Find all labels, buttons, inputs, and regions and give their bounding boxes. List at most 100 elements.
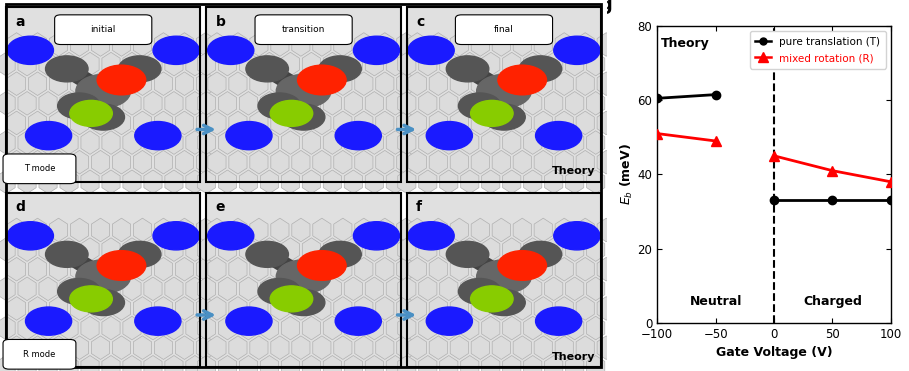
Polygon shape (0, 277, 15, 301)
Polygon shape (375, 111, 394, 135)
Polygon shape (503, 316, 521, 340)
Circle shape (476, 260, 531, 293)
Polygon shape (492, 257, 510, 281)
Polygon shape (429, 218, 447, 242)
Circle shape (270, 286, 313, 312)
Polygon shape (260, 316, 278, 340)
Text: Neutral: Neutral (689, 295, 742, 308)
Polygon shape (18, 238, 36, 261)
Polygon shape (92, 218, 110, 242)
Polygon shape (355, 336, 373, 359)
Polygon shape (196, 297, 215, 320)
Polygon shape (565, 131, 584, 154)
Polygon shape (303, 316, 321, 340)
Polygon shape (197, 238, 215, 261)
Polygon shape (355, 150, 373, 174)
Polygon shape (185, 131, 204, 154)
Polygon shape (260, 277, 278, 301)
Polygon shape (586, 170, 604, 194)
FancyBboxPatch shape (3, 339, 75, 369)
Polygon shape (144, 131, 162, 154)
Polygon shape (49, 257, 67, 281)
Polygon shape (365, 277, 384, 301)
Bar (6, 7, 200, 182)
Polygon shape (271, 297, 289, 320)
Polygon shape (0, 92, 15, 115)
Circle shape (535, 307, 582, 335)
FancyBboxPatch shape (455, 15, 553, 45)
Polygon shape (303, 238, 321, 261)
Circle shape (82, 290, 125, 316)
Polygon shape (208, 336, 226, 359)
Polygon shape (492, 218, 510, 242)
Polygon shape (386, 131, 405, 154)
Polygon shape (503, 52, 521, 76)
Polygon shape (197, 316, 215, 340)
Polygon shape (429, 33, 447, 56)
Polygon shape (471, 72, 489, 95)
Polygon shape (175, 297, 194, 320)
Circle shape (135, 307, 181, 335)
Bar (6, 193, 200, 367)
Polygon shape (544, 316, 563, 340)
Polygon shape (260, 52, 278, 76)
Polygon shape (229, 72, 247, 95)
Polygon shape (586, 277, 604, 301)
Polygon shape (0, 355, 15, 371)
Polygon shape (324, 170, 342, 194)
Polygon shape (408, 150, 426, 174)
Polygon shape (102, 238, 120, 261)
Polygon shape (123, 92, 141, 115)
Polygon shape (185, 277, 204, 301)
Polygon shape (355, 218, 373, 242)
Polygon shape (565, 316, 584, 340)
Polygon shape (396, 297, 415, 320)
Polygon shape (440, 316, 458, 340)
Polygon shape (196, 150, 215, 174)
Circle shape (97, 65, 145, 95)
Polygon shape (39, 316, 57, 340)
Polygon shape (218, 92, 236, 115)
Circle shape (76, 75, 131, 108)
Polygon shape (218, 316, 236, 340)
Circle shape (97, 251, 145, 280)
Circle shape (258, 93, 301, 119)
Polygon shape (208, 72, 226, 95)
Polygon shape (396, 150, 415, 174)
Polygon shape (271, 336, 289, 359)
Polygon shape (260, 238, 278, 261)
Polygon shape (292, 257, 310, 281)
Polygon shape (375, 297, 394, 320)
Polygon shape (197, 170, 215, 194)
Polygon shape (482, 52, 500, 76)
Polygon shape (239, 170, 257, 194)
Polygon shape (440, 92, 458, 115)
Text: c: c (416, 15, 425, 29)
Polygon shape (408, 33, 426, 56)
Text: g: g (599, 0, 612, 14)
Polygon shape (39, 355, 57, 371)
Circle shape (225, 122, 272, 150)
Polygon shape (324, 92, 342, 115)
Polygon shape (175, 72, 194, 95)
Polygon shape (365, 238, 384, 261)
FancyBboxPatch shape (3, 154, 75, 184)
Circle shape (408, 222, 454, 250)
Circle shape (471, 286, 513, 312)
Polygon shape (408, 336, 426, 359)
Polygon shape (175, 150, 194, 174)
Text: initial: initial (91, 25, 116, 34)
Circle shape (483, 290, 525, 316)
Polygon shape (113, 72, 131, 95)
Polygon shape (18, 92, 36, 115)
Polygon shape (375, 336, 394, 359)
Polygon shape (565, 238, 584, 261)
Text: R mode: R mode (24, 350, 55, 359)
Circle shape (7, 222, 54, 250)
Polygon shape (39, 277, 57, 301)
Polygon shape (461, 170, 479, 194)
Polygon shape (524, 238, 542, 261)
Polygon shape (18, 277, 36, 301)
Polygon shape (175, 218, 194, 242)
Polygon shape (576, 72, 594, 95)
